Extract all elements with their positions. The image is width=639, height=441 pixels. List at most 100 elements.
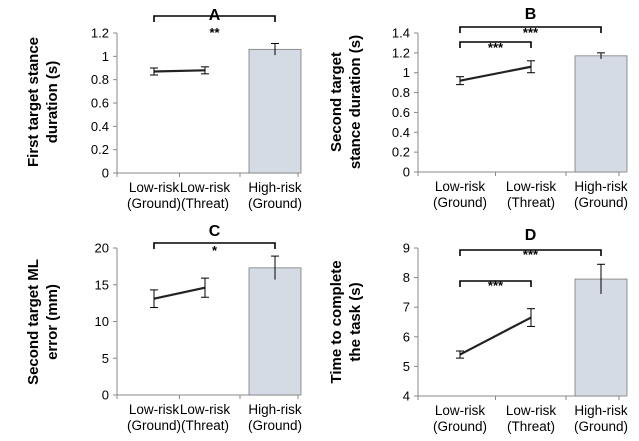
x-tick-label: High-risk (Ground) xyxy=(574,179,628,210)
y-axis-label-line: the task (s) xyxy=(347,282,364,361)
y-tick-label: 8 xyxy=(403,270,410,285)
significance-bracket xyxy=(153,242,276,249)
bar-high-risk xyxy=(574,278,628,397)
x-tick-label-line: Low-risk xyxy=(506,179,557,194)
significance-bracket xyxy=(459,280,532,287)
significance-label: * xyxy=(212,243,218,258)
bar-high-risk xyxy=(248,267,302,396)
y-axis-label: Second target stance duration (s) xyxy=(328,35,364,169)
y-tick-label: 6 xyxy=(403,329,410,344)
x-tick-label: High-risk (Ground) xyxy=(248,402,302,433)
x-tick-label-line: Low-risk xyxy=(435,403,486,418)
y-tick-label: 1.4 xyxy=(392,26,410,41)
x-tick-label-line: (Ground) xyxy=(127,196,181,211)
y-tick-label: 1.2 xyxy=(91,26,109,41)
x-tick-label-line: (Threat) xyxy=(507,195,555,210)
x-tick-label-line: Low-risk xyxy=(435,179,486,194)
y-tick-label: 0 xyxy=(102,388,109,403)
x-tick-label-line: (Ground) xyxy=(574,419,628,434)
y-tick-label: 1.2 xyxy=(392,45,410,60)
y-axis-label-line: duration (s) xyxy=(44,61,61,144)
x-tick-label-line: Low-risk xyxy=(180,180,231,195)
y-axis-label-line: Time to complete xyxy=(328,260,345,383)
y-tick-label: 0.6 xyxy=(392,105,410,120)
panel-title: A xyxy=(209,7,221,24)
y-tick-label: 0 xyxy=(102,166,109,181)
panel-title: B xyxy=(525,6,537,23)
y-tick-label: 0.8 xyxy=(91,72,109,87)
significance-bracket xyxy=(153,15,276,22)
x-tick-label: Low-risk (Ground) xyxy=(433,179,487,210)
bar-high-risk xyxy=(248,48,302,174)
y-tick-label: 0 xyxy=(403,165,410,180)
y-tick-label: 4 xyxy=(403,389,410,404)
x-tick-label-line: High-risk xyxy=(248,402,302,417)
y-tick-label: 7 xyxy=(403,300,410,315)
x-tick-label-line: High-risk xyxy=(574,179,628,194)
significance-label: *** xyxy=(523,247,539,262)
y-tick-label: 0.2 xyxy=(392,145,410,160)
x-tick-label-line: High-risk xyxy=(574,403,628,418)
y-tick-label: 0.8 xyxy=(392,85,410,100)
significance-label: *** xyxy=(488,278,504,293)
y-tick-label: 5 xyxy=(403,359,410,374)
significance-label: *** xyxy=(488,40,504,55)
y-tick-label: 10 xyxy=(95,314,109,329)
panel-title: D xyxy=(525,227,537,244)
y-axis-label: Time to complete the task (s) xyxy=(328,260,364,383)
y-tick-label: 9 xyxy=(403,241,410,256)
x-tick-label-line: (Ground) xyxy=(574,195,628,210)
y-axis-label-line: First target stance xyxy=(25,37,42,167)
y-axis-label: Second target ML error (mm) xyxy=(25,259,61,385)
significance-bracket xyxy=(459,249,602,256)
x-tick-label-line: (Ground) xyxy=(248,418,302,433)
x-tick-label: Low-risk (Threat) xyxy=(180,180,231,211)
x-tick-label: High-risk (Ground) xyxy=(574,403,628,434)
y-tick-label: 1 xyxy=(102,49,109,64)
y-axis-label-line: stance duration (s) xyxy=(347,35,364,169)
y-tick-label: 0.2 xyxy=(91,142,109,157)
x-tick-label: Low-risk (Threat) xyxy=(506,179,557,210)
x-tick-label: Low-risk (Ground) xyxy=(433,403,487,434)
bar-high-risk xyxy=(574,55,628,173)
x-tick-label-line: (Threat) xyxy=(181,418,229,433)
y-tick-label: 0.4 xyxy=(392,125,410,140)
y-tick-label: 5 xyxy=(102,351,109,366)
y-tick-label: 15 xyxy=(95,277,109,292)
significance-bracket xyxy=(459,26,602,33)
x-tick-label-line: (Threat) xyxy=(507,419,555,434)
x-tick-label-line: Low-risk xyxy=(506,403,557,418)
x-tick-label: High-risk (Ground) xyxy=(248,180,302,211)
y-tick-label: 0.4 xyxy=(91,119,109,134)
x-tick-label-line: Low-risk xyxy=(180,402,231,417)
y-tick-label: 20 xyxy=(95,241,109,256)
x-tick-label-line: (Threat) xyxy=(181,196,229,211)
series-line xyxy=(153,286,206,300)
x-tick-label-line: Low-risk xyxy=(129,402,180,417)
series-line xyxy=(459,316,532,356)
x-tick-label-line: (Ground) xyxy=(248,196,302,211)
y-tick-label: 0.6 xyxy=(91,96,109,111)
y-axis-label: First target stance duration (s) xyxy=(25,37,61,167)
x-tick-label-line: (Ground) xyxy=(127,418,181,433)
y-axis-label-line: Second target ML xyxy=(25,259,42,385)
y-axis-label-line: error (mm) xyxy=(44,284,61,360)
x-tick-label-line: (Ground) xyxy=(433,419,487,434)
panel-title: C xyxy=(209,223,221,240)
significance-label: *** xyxy=(523,25,539,40)
series-line xyxy=(459,65,532,82)
y-tick-label: 1 xyxy=(403,65,410,80)
x-tick-label-line: Low-risk xyxy=(129,180,180,195)
x-tick-label: Low-risk (Threat) xyxy=(506,403,557,434)
x-tick-label: Low-risk (Threat) xyxy=(180,402,231,433)
significance-label: ** xyxy=(209,25,220,40)
x-tick-label-line: High-risk xyxy=(248,180,302,195)
x-tick-label: Low-risk (Ground) xyxy=(127,402,181,433)
x-tick-label: Low-risk (Ground) xyxy=(127,180,181,211)
significance-bracket xyxy=(459,41,532,48)
